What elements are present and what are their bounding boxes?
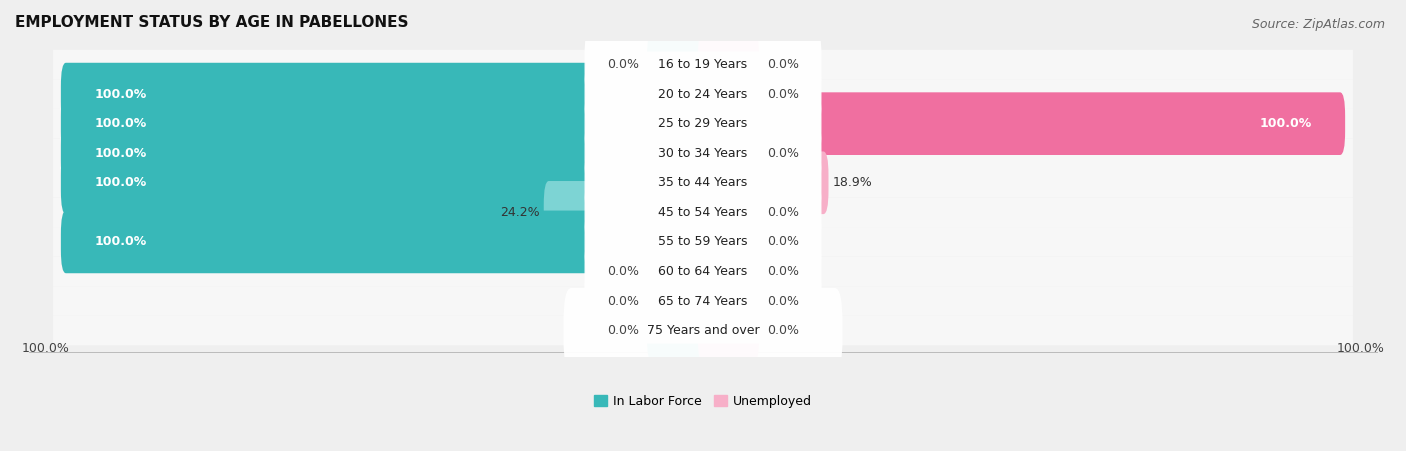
Text: 25 to 29 Years: 25 to 29 Years — [658, 117, 748, 130]
FancyBboxPatch shape — [585, 81, 821, 166]
Text: 100.0%: 100.0% — [94, 117, 146, 130]
FancyBboxPatch shape — [697, 33, 759, 96]
FancyBboxPatch shape — [585, 140, 821, 226]
Text: 55 to 59 Years: 55 to 59 Years — [658, 235, 748, 249]
FancyBboxPatch shape — [564, 288, 842, 373]
FancyBboxPatch shape — [60, 92, 709, 155]
Text: 30 to 34 Years: 30 to 34 Years — [658, 147, 748, 160]
FancyBboxPatch shape — [585, 258, 821, 344]
FancyBboxPatch shape — [53, 286, 1353, 316]
Text: 75 Years and over: 75 Years and over — [647, 324, 759, 337]
FancyBboxPatch shape — [60, 122, 709, 184]
Text: 0.0%: 0.0% — [607, 265, 640, 278]
FancyBboxPatch shape — [697, 211, 759, 273]
Text: 60 to 64 Years: 60 to 64 Years — [658, 265, 748, 278]
Text: 0.0%: 0.0% — [607, 295, 640, 308]
FancyBboxPatch shape — [585, 110, 821, 196]
Text: 18.9%: 18.9% — [832, 176, 873, 189]
FancyBboxPatch shape — [53, 168, 1353, 198]
Text: 0.0%: 0.0% — [766, 147, 799, 160]
Text: 0.0%: 0.0% — [766, 295, 799, 308]
FancyBboxPatch shape — [585, 170, 821, 255]
FancyBboxPatch shape — [585, 51, 821, 137]
FancyBboxPatch shape — [53, 257, 1353, 286]
FancyBboxPatch shape — [697, 152, 828, 214]
Text: 35 to 44 Years: 35 to 44 Years — [658, 176, 748, 189]
FancyBboxPatch shape — [53, 109, 1353, 138]
FancyBboxPatch shape — [544, 181, 709, 244]
FancyBboxPatch shape — [585, 229, 821, 314]
FancyBboxPatch shape — [647, 33, 709, 96]
FancyBboxPatch shape — [53, 50, 1353, 79]
Text: 100.0%: 100.0% — [94, 87, 146, 101]
FancyBboxPatch shape — [697, 270, 759, 332]
Text: 45 to 54 Years: 45 to 54 Years — [658, 206, 748, 219]
FancyBboxPatch shape — [647, 240, 709, 303]
Text: 0.0%: 0.0% — [766, 87, 799, 101]
Text: 20 to 24 Years: 20 to 24 Years — [658, 87, 748, 101]
FancyBboxPatch shape — [53, 316, 1353, 345]
FancyBboxPatch shape — [60, 211, 709, 273]
FancyBboxPatch shape — [60, 63, 709, 125]
FancyBboxPatch shape — [585, 199, 821, 285]
Text: 100.0%: 100.0% — [21, 342, 69, 355]
FancyBboxPatch shape — [697, 122, 759, 184]
FancyBboxPatch shape — [585, 22, 821, 107]
FancyBboxPatch shape — [53, 198, 1353, 227]
Text: 0.0%: 0.0% — [766, 235, 799, 249]
FancyBboxPatch shape — [697, 240, 759, 303]
Text: 0.0%: 0.0% — [766, 58, 799, 71]
Text: 100.0%: 100.0% — [94, 235, 146, 249]
FancyBboxPatch shape — [647, 299, 709, 362]
Text: 0.0%: 0.0% — [766, 265, 799, 278]
Text: 65 to 74 Years: 65 to 74 Years — [658, 295, 748, 308]
FancyBboxPatch shape — [647, 270, 709, 332]
Text: 16 to 19 Years: 16 to 19 Years — [658, 58, 748, 71]
Text: EMPLOYMENT STATUS BY AGE IN PABELLONES: EMPLOYMENT STATUS BY AGE IN PABELLONES — [15, 15, 409, 30]
FancyBboxPatch shape — [697, 92, 1346, 155]
FancyBboxPatch shape — [697, 63, 759, 125]
FancyBboxPatch shape — [53, 138, 1353, 168]
FancyBboxPatch shape — [60, 152, 709, 214]
FancyBboxPatch shape — [697, 299, 759, 362]
Text: 0.0%: 0.0% — [766, 206, 799, 219]
FancyBboxPatch shape — [53, 79, 1353, 109]
Text: 100.0%: 100.0% — [1260, 117, 1312, 130]
FancyBboxPatch shape — [697, 181, 759, 244]
Text: 24.2%: 24.2% — [499, 206, 540, 219]
Text: Source: ZipAtlas.com: Source: ZipAtlas.com — [1251, 18, 1385, 31]
Text: 100.0%: 100.0% — [1337, 342, 1385, 355]
Text: 100.0%: 100.0% — [94, 147, 146, 160]
Legend: In Labor Force, Unemployed: In Labor Force, Unemployed — [595, 395, 811, 408]
Text: 0.0%: 0.0% — [766, 324, 799, 337]
FancyBboxPatch shape — [53, 227, 1353, 257]
Text: 0.0%: 0.0% — [607, 324, 640, 337]
Text: 0.0%: 0.0% — [607, 58, 640, 71]
Text: 100.0%: 100.0% — [94, 176, 146, 189]
